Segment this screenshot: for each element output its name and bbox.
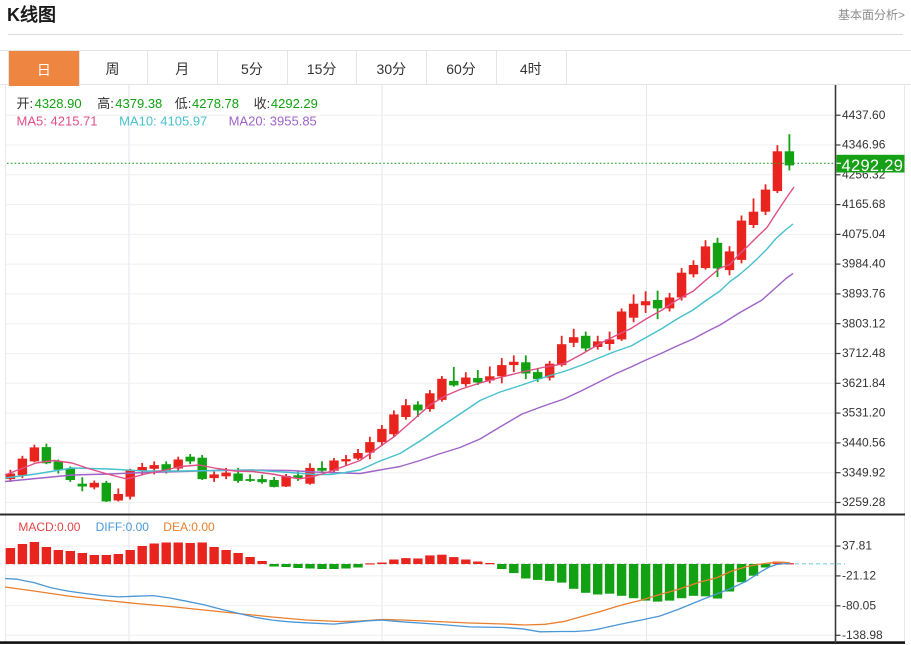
svg-text:MA10:: MA10: (119, 114, 157, 129)
svg-text:3349.92: 3349.92 (842, 465, 886, 479)
svg-text:低:: 低: (175, 96, 192, 111)
svg-text:-21.12: -21.12 (842, 569, 876, 583)
svg-text:DIFF:0.00: DIFF:0.00 (96, 520, 150, 534)
svg-text:3259.28: 3259.28 (842, 495, 886, 509)
svg-text:-138.98: -138.98 (842, 628, 883, 642)
svg-text:高:: 高: (97, 96, 114, 111)
svg-text:4292.29: 4292.29 (271, 96, 318, 111)
svg-text:4346.96: 4346.96 (842, 138, 886, 152)
svg-text:4278.78: 4278.78 (192, 96, 239, 111)
svg-text:开:: 开: (17, 96, 34, 111)
svg-text:3621.84: 3621.84 (842, 376, 886, 390)
svg-text:3893.76: 3893.76 (842, 287, 886, 301)
svg-text:DEA:0.00: DEA:0.00 (163, 520, 215, 534)
svg-text:4292.29: 4292.29 (842, 157, 904, 175)
svg-text:MACD:0.00: MACD:0.00 (18, 520, 80, 534)
svg-text:4215.71: 4215.71 (51, 114, 98, 129)
svg-text:3955.85: 3955.85 (270, 114, 317, 129)
svg-text:4328.90: 4328.90 (35, 96, 82, 111)
svg-text:-80.05: -80.05 (842, 598, 876, 612)
svg-text:MA20:: MA20: (229, 114, 267, 129)
svg-text:4165.68: 4165.68 (842, 197, 886, 211)
svg-text:4075.04: 4075.04 (842, 227, 886, 241)
svg-text:4379.38: 4379.38 (115, 96, 162, 111)
svg-text:3984.40: 3984.40 (842, 257, 886, 271)
svg-text:MA5:: MA5: (17, 114, 47, 129)
svg-text:3531.20: 3531.20 (842, 406, 886, 420)
svg-text:收:: 收: (254, 96, 271, 111)
svg-text:4437.60: 4437.60 (842, 108, 886, 122)
svg-text:4105.97: 4105.97 (160, 114, 207, 129)
svg-text:3803.12: 3803.12 (842, 316, 886, 330)
svg-text:3440.56: 3440.56 (842, 436, 886, 450)
svg-text:3712.48: 3712.48 (842, 346, 886, 360)
svg-text:37.81: 37.81 (842, 539, 872, 553)
